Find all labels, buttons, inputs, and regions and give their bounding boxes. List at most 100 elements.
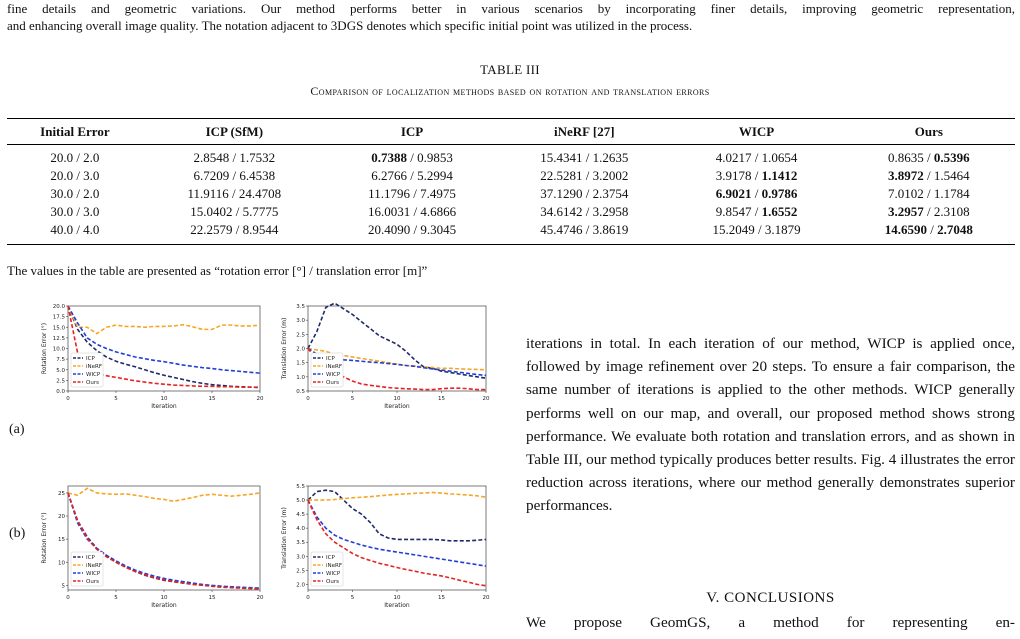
table-cell: 11.9116 / 24.4708	[187, 186, 282, 201]
legend-entry: ICP	[326, 555, 335, 561]
legend-entry: iNeRF	[86, 563, 102, 569]
x-axis-label: Iteration	[151, 602, 177, 609]
table-header-3: iNeRF [27]	[498, 118, 671, 145]
y-tick-label: 5.0	[296, 498, 305, 504]
table-cell: 16.0031 / 4.6866	[367, 204, 457, 219]
table-cell: 15.0402 / 5.7775	[190, 204, 279, 219]
table-header-4: WICP	[670, 118, 843, 145]
y-tick-label: 17.5	[53, 315, 66, 321]
y-axis-label: Rotation Error (°)	[41, 512, 48, 563]
table-cell: 11.1796 / 7.4975	[368, 186, 456, 201]
table-cell: 6.2766 / 5.2994	[371, 168, 453, 183]
table-cell: 9.8547 / 1.6552	[715, 204, 798, 219]
y-tick-label: 20	[58, 514, 65, 520]
x-tick-label: 20	[483, 396, 490, 402]
legend-entry: ICP	[86, 356, 95, 362]
y-axis-label: Translation Error (m)	[281, 318, 288, 381]
legend-entry: Ours	[326, 579, 339, 585]
series-line-wicp	[67, 492, 261, 589]
y-tick-label: 15.0	[53, 325, 66, 331]
x-tick-label: 0	[66, 595, 70, 601]
table-header-5: Ours	[842, 118, 1015, 145]
chart-a-translation-error: 0 5 10 15 20 0.5 1.0 1.5 2.0 2.5 3.0 3.5 Iteration Tr…	[270, 300, 492, 413]
legend-box	[70, 551, 104, 587]
table-header-0: Initial Error	[7, 118, 143, 145]
table-row: 40.0 / 4.0 22.2579 / 8.9544 20.4090 / 9.30…	[7, 221, 1015, 245]
figure-caption-continued: fine details and geometric variations. O…	[7, 0, 1015, 34]
table-title: Comparison of localization methods based…	[310, 84, 710, 98]
x-axis-label: Iteration	[384, 602, 410, 609]
table-cell: 0.7388 / 0.9853	[371, 150, 453, 165]
legend-entry: Ours	[86, 380, 99, 386]
series-line-inerf	[307, 347, 487, 371]
series-line-ours	[67, 492, 261, 590]
legend-entry: iNeRF	[326, 364, 342, 370]
table-cell: 15.4341 / 1.2635	[540, 150, 629, 165]
legend-entry: iNeRF	[86, 364, 102, 370]
x-tick-label: 15	[438, 396, 445, 402]
y-tick-label: 12.5	[53, 336, 66, 342]
chart-a-rotation-error: 0 5 10 15 20 0.0 2.5 5.0 7.5 10.0 12.5 15.0 17.5 20.0…	[30, 300, 266, 413]
legend-box	[70, 352, 104, 388]
y-tick-label: 1.5	[296, 361, 305, 367]
series-line-icp	[307, 302, 487, 380]
table-cell: 20.0 / 3.0	[50, 168, 100, 183]
x-tick-label: 15	[209, 396, 216, 402]
y-tick-label: 25	[58, 491, 65, 497]
chart-b-translation-error: 0 5 10 15 20 2.0 2.5 3.0 3.5 4.0 4.5 5.0 5.5 Iteratio…	[270, 480, 492, 612]
y-axis-label: Translation Error (m)	[281, 507, 288, 570]
legend-entry: ICP	[86, 555, 95, 561]
series-line-inerf	[67, 305, 261, 335]
x-tick-label: 0	[66, 396, 70, 402]
y-tick-label: 3.0	[296, 318, 305, 324]
y-tick-label: 3.5	[296, 304, 305, 310]
y-tick-label: 4.0	[296, 526, 305, 532]
table-cell: 3.8972 / 1.5464	[888, 168, 970, 183]
x-tick-label: 0	[306, 396, 310, 402]
x-axis-label: Iteration	[151, 403, 177, 410]
table-cell: 22.2579 / 8.9544	[190, 222, 279, 237]
legend-box	[310, 352, 344, 388]
series-line-icp	[307, 489, 487, 542]
x-tick-label: 15	[438, 595, 445, 601]
table-header-1: ICP (SfM)	[142, 118, 326, 145]
y-tick-label: 2.5	[296, 568, 305, 574]
table-cell: 15.2049 / 3.1879	[712, 222, 801, 237]
series-line-wicp	[67, 305, 261, 374]
x-tick-label: 10	[394, 396, 401, 402]
series-line-inerf	[67, 487, 261, 503]
y-tick-label: 0.0	[56, 389, 65, 395]
table-cell: 7.0102 / 1.1784	[888, 186, 970, 201]
table-cell: 34.6142 / 3.2958	[540, 204, 629, 219]
table-row: 20.0 / 3.0 6.7209 / 6.4538 6.2766 / 5.2994…	[7, 167, 1015, 185]
table-cell: 6.7209 / 6.4538	[193, 168, 276, 183]
table-cell: 3.9178 / 1.1412	[715, 168, 798, 183]
x-tick-label: 20	[257, 396, 264, 402]
x-tick-label: 5	[351, 595, 355, 601]
y-tick-label: 5.0	[56, 368, 65, 374]
table-note: The values in the table are presented as…	[7, 263, 428, 278]
y-tick-label: 5	[62, 583, 66, 589]
y-tick-label: 10	[58, 560, 65, 566]
y-tick-label: 2.0	[296, 347, 305, 353]
legend-entry: WICP	[326, 372, 341, 378]
y-tick-label: 15	[58, 537, 65, 543]
table-cell: 0.8635 / 0.5396	[888, 150, 970, 165]
x-tick-label: 20	[257, 595, 264, 601]
table-cell: 3.2957 / 2.3108	[888, 204, 970, 219]
series-line-inerf	[308, 491, 487, 501]
y-tick-label: 1.0	[296, 375, 305, 381]
x-tick-label: 5	[114, 396, 118, 402]
y-tick-label: 20.0	[53, 304, 66, 310]
y-tick-label: 5.5	[296, 484, 305, 490]
x-tick-label: 10	[161, 595, 168, 601]
table-row: 20.0 / 2.0 2.8548 / 1.7532 0.7388 / 0.9853…	[7, 145, 1015, 168]
y-axis-label: Rotation Error (°)	[41, 323, 48, 374]
table-label: TABLE III	[480, 62, 540, 77]
x-tick-label: 5	[351, 396, 355, 402]
body-paragraph: iterations in total. In each iteration o…	[526, 335, 1015, 515]
table-body: 20.0 / 2.0 2.8548 / 1.7532 0.7388 / 0.9853…	[7, 145, 1015, 245]
y-tick-label: 3.5	[296, 540, 305, 546]
x-tick-label: 10	[161, 396, 168, 402]
x-tick-label: 10	[394, 595, 401, 601]
